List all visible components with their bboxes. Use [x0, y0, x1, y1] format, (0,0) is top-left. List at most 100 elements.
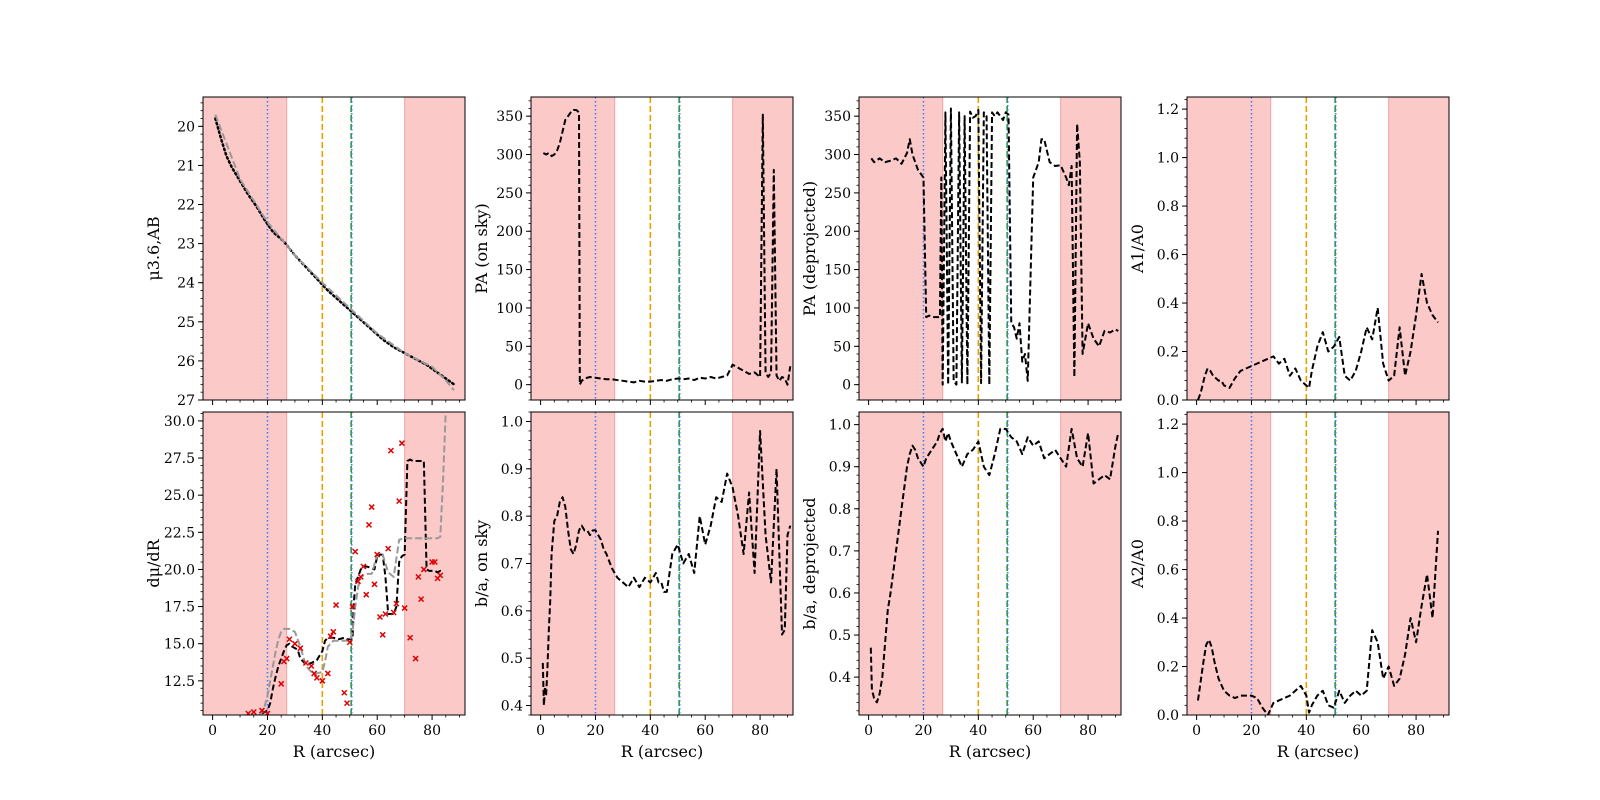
- panel-pa_deproj: 0 50 100 150 200 250 300 350 PA (deprojected): [800, 96, 1122, 405]
- y-tick-label: 25: [177, 315, 195, 331]
- marker-point: [283, 655, 290, 662]
- y-tick-label: 23: [177, 237, 195, 253]
- y-tick-label: 50: [505, 339, 523, 355]
- marker-point: [343, 700, 351, 707]
- panel-dmudr: 0 20 40 60 80 12.5 15.0 17.5 20.0 22.5 25.0 27.5 30.…: [144, 411, 466, 761]
- markers-dmudr: [245, 440, 444, 715]
- y-tick-label: 0.7: [829, 544, 851, 560]
- series-dmudr-2: [258, 412, 447, 715]
- x-tick-label: 40: [313, 723, 331, 739]
- y-tick-label: 24: [177, 276, 195, 292]
- y-axis-label: A2/A0: [1128, 539, 1147, 589]
- series-mu-2: [214, 114, 455, 391]
- y-tick-label: 22: [177, 198, 195, 214]
- y-tick-label: 0.9: [829, 460, 851, 476]
- shaded-region-2: [404, 412, 465, 715]
- panel-ba_sky: 0 20 40 60 80 0.4 0.5 0.6 0.7 0.8 0.9 1.0 R (arcsec)…: [472, 411, 794, 761]
- y-tick-label: 26: [177, 354, 195, 370]
- y-tick-label: 0.8: [1157, 199, 1179, 215]
- marker-point: [437, 572, 444, 579]
- marker-point: [333, 602, 340, 609]
- shaded-region-1: [203, 412, 288, 715]
- y-tick-label: 100: [824, 301, 851, 317]
- axes-frame: [202, 411, 466, 716]
- marker-point: [341, 689, 348, 696]
- y-tick-label: 300: [824, 148, 851, 164]
- marker-point: [308, 662, 315, 670]
- x-tick-label: 80: [751, 723, 769, 739]
- x-axis-label: R (arcsec): [1277, 742, 1359, 761]
- y-tick-label: 100: [496, 301, 523, 317]
- marker-point: [291, 640, 298, 647]
- marker-point: [398, 440, 405, 447]
- x-tick-label: 40: [641, 723, 659, 739]
- marker-point: [311, 670, 318, 677]
- marker-point: [354, 578, 362, 585]
- marker-point: [374, 551, 381, 558]
- plot-area: [1187, 412, 1449, 715]
- x-tick-label: 60: [696, 723, 714, 739]
- y-tick-label: 27: [177, 393, 195, 409]
- x-tick-label: 60: [1024, 723, 1042, 739]
- panel-a2a0: 0 20 40 60 80 0.0 0.2 0.4 0.6 0.8 1.0 1.2 R (arcsec)…: [1128, 411, 1450, 761]
- y-tick-label: 250: [824, 186, 851, 202]
- y-tick-label: 50: [833, 339, 851, 355]
- marker-point: [330, 628, 337, 635]
- y-tick-label: 0.8: [1157, 514, 1179, 530]
- marker-point: [365, 521, 373, 528]
- y-tick-label: 300: [496, 148, 523, 164]
- marker-point: [324, 670, 331, 677]
- y-axis-label: PA (on sky): [472, 203, 491, 293]
- series-pa_sky-1: [542, 109, 792, 386]
- y-tick-label: 150: [824, 263, 851, 279]
- x-tick-label: 80: [423, 723, 441, 739]
- x-tick-label: 20: [1243, 723, 1261, 739]
- marker-point: [360, 563, 367, 570]
- panel-pa_sky: 0 50 100 150 200 250 300 350 PA (on sky): [472, 96, 794, 405]
- shaded-region-1: [859, 412, 944, 715]
- y-axis-label: μ3.6,AB: [144, 216, 163, 280]
- marker-point: [352, 548, 359, 555]
- marker-point: [390, 609, 397, 616]
- y-axis-label: PA (deprojected): [800, 181, 819, 316]
- y-tick-label: 20.0: [164, 562, 195, 578]
- marker-point: [250, 708, 257, 715]
- axes-frame: [1186, 411, 1450, 716]
- shaded-region-1: [203, 97, 288, 400]
- plot-area: [1187, 97, 1449, 400]
- x-tick-label: 0: [864, 723, 873, 739]
- marker-point: [379, 631, 386, 638]
- marker-point: [349, 603, 356, 610]
- y-tick-label: 0.6: [1157, 563, 1179, 579]
- x-axis-label: R (arcsec): [621, 742, 703, 761]
- x-tick-label: 60: [1352, 723, 1370, 739]
- marker-point: [302, 659, 309, 667]
- y-tick-label: 200: [824, 224, 851, 240]
- y-axis-label: dμ/dR: [144, 538, 163, 587]
- y-tick-label: 21: [177, 158, 195, 174]
- marker-point: [245, 710, 252, 715]
- y-tick-label: 250: [496, 186, 523, 202]
- y-tick-label: 0.9: [501, 462, 523, 478]
- y-tick-label: 0.8: [501, 509, 523, 525]
- marker-point: [258, 707, 266, 714]
- shaded-region-1: [531, 412, 616, 715]
- marker-point: [387, 447, 394, 454]
- y-tick-label: 0.2: [1157, 345, 1179, 361]
- x-tick-label: 20: [915, 723, 933, 739]
- y-tick-label: 22.5: [164, 525, 195, 541]
- series-a2a0-1: [1196, 530, 1440, 715]
- marker-point: [264, 710, 271, 715]
- marker-point: [357, 573, 364, 580]
- y-tick-label: 0.6: [829, 586, 851, 602]
- panel-ba_deproj: 0 20 40 60 80 0.4 0.5 0.6 0.7 0.8 0.9 1.0 R (arcsec)…: [800, 411, 1122, 761]
- series-ba_sky-1: [541, 429, 792, 707]
- x-tick-label: 40: [1297, 723, 1315, 739]
- y-tick-label: 1.2: [1157, 102, 1179, 118]
- marker-point: [297, 645, 304, 652]
- y-tick-label: 0.5: [829, 628, 851, 644]
- marker-point: [346, 639, 353, 646]
- y-tick-label: 200: [496, 224, 523, 240]
- shaded-region-2: [1388, 412, 1449, 715]
